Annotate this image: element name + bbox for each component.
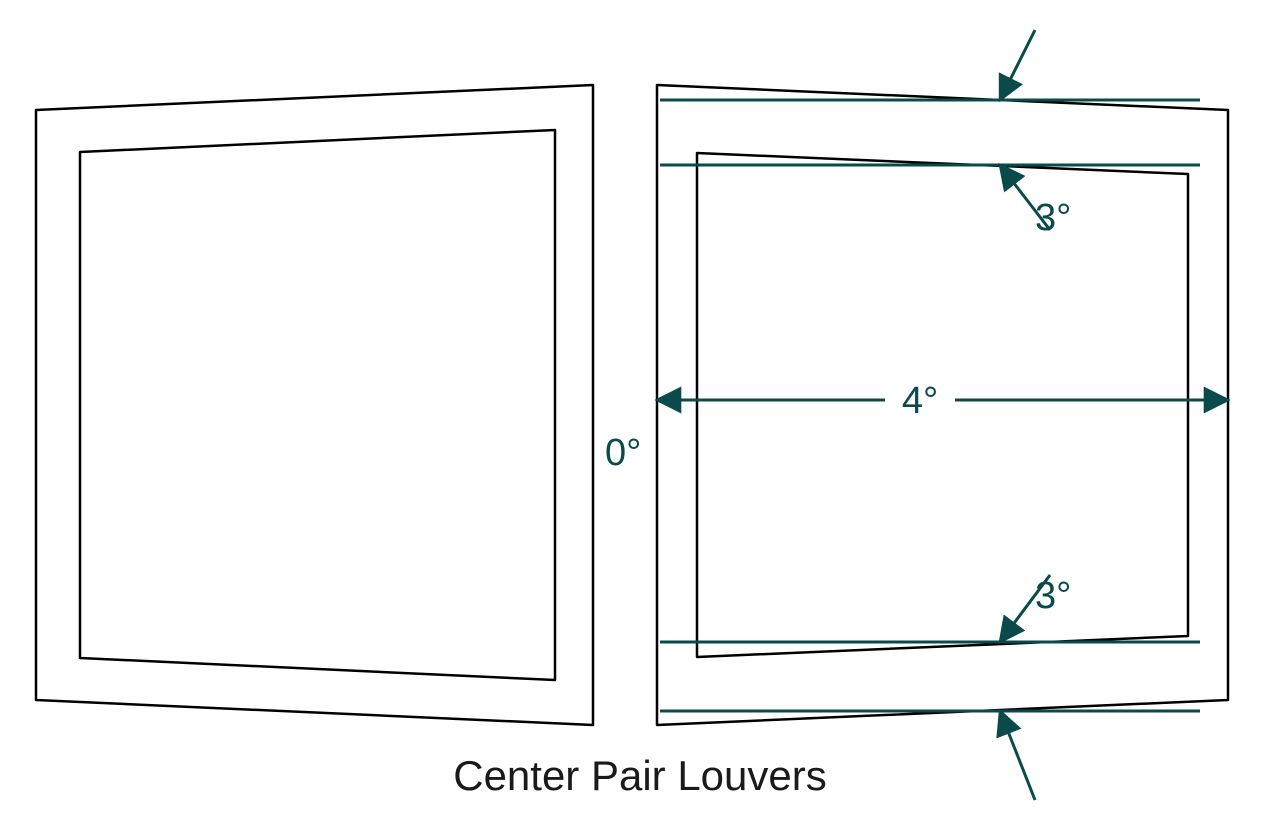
right-louver-outer <box>657 85 1228 725</box>
width-dimension-label: 4° <box>902 380 938 422</box>
left-louver-outer <box>36 85 593 725</box>
bottom-gap-dimension-label: 3° <box>1035 575 1071 617</box>
top-gap-dimension-label: 3° <box>1035 197 1071 239</box>
diagram-title: Center Pair Louvers <box>453 752 827 799</box>
left-louver-inner <box>80 130 555 680</box>
center-angle-label: 0° <box>605 432 641 474</box>
right-louver-inner <box>697 153 1188 657</box>
